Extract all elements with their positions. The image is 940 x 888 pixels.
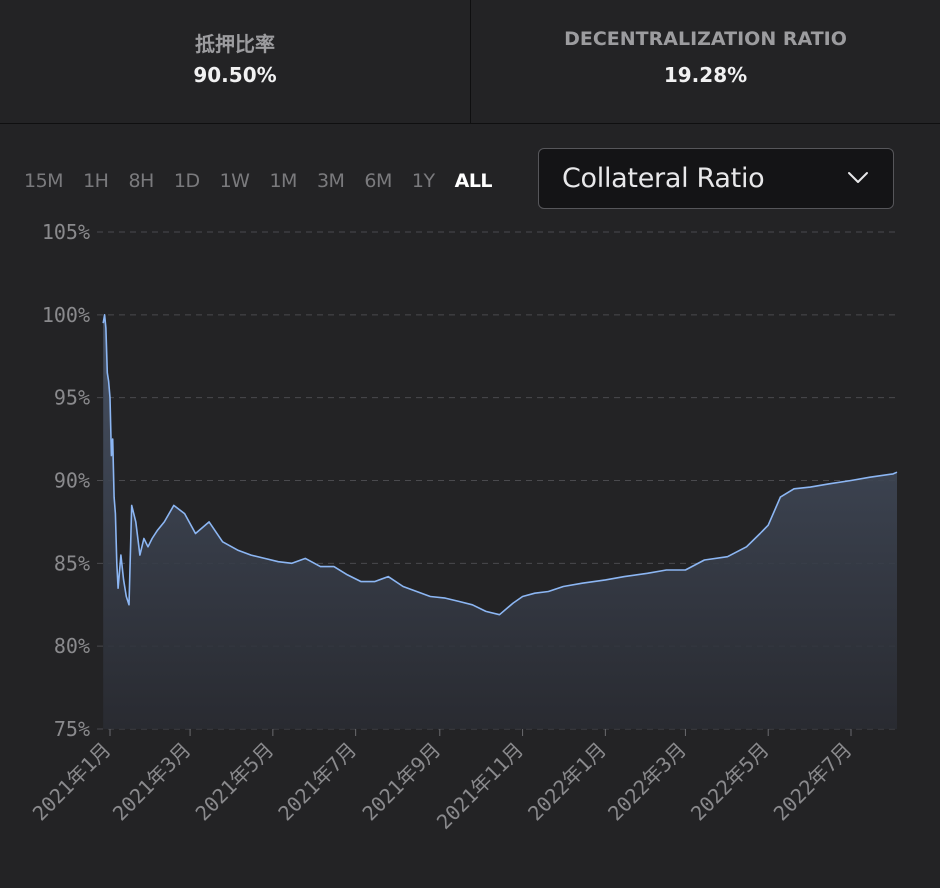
stat-label: 抵押比率 <box>195 32 275 56</box>
y-tick-label: 95% <box>54 386 90 410</box>
metric-dropdown[interactable]: Collateral Ratio <box>538 148 894 209</box>
range-1m-button[interactable]: 1M <box>269 170 297 192</box>
y-tick-label: 80% <box>54 634 90 658</box>
y-tick-label: 90% <box>54 469 90 493</box>
range-15m-button[interactable]: 15M <box>24 170 64 192</box>
y-tick-label: 100% <box>42 303 90 327</box>
chart-svg: 75%80%85%90%95%100%105% 2021年1月2021年3月20… <box>28 220 898 834</box>
stat-value: 19.28% <box>663 63 748 87</box>
x-tick-label: 2022年7月 <box>769 738 857 826</box>
time-range-selector: 15M 1H 8H 1D 1W 1M 3M 6M 1Y ALL <box>14 166 502 196</box>
range-all-button[interactable]: ALL <box>454 170 493 192</box>
decentralization-ratio-stat: DECENTRALIZATION RATIO 19.28% <box>471 0 940 123</box>
x-tick-label: 2021年3月 <box>108 738 196 826</box>
x-tick-label: 2021年7月 <box>273 738 361 826</box>
metric-dropdown-value: Collateral Ratio <box>562 163 765 194</box>
range-6m-button[interactable]: 6M <box>364 170 392 192</box>
y-tick-label: 105% <box>42 220 90 244</box>
x-tick-label: 2021年11月 <box>432 738 528 834</box>
x-tick-label: 2021年5月 <box>191 738 279 826</box>
range-1d-button[interactable]: 1D <box>173 170 200 192</box>
x-tick-label: 2022年1月 <box>523 738 611 826</box>
chevron-down-icon <box>848 172 868 183</box>
series-area <box>103 314 897 729</box>
collateral-ratio-stat: 抵押比率 90.50% <box>0 0 471 123</box>
range-3m-button[interactable]: 3M <box>316 170 345 192</box>
range-1w-button[interactable]: 1W <box>219 170 250 192</box>
x-tick-label: 2021年9月 <box>357 738 445 826</box>
stat-value: 90.50% <box>193 63 277 87</box>
range-1y-button[interactable]: 1Y <box>411 170 435 192</box>
collateral-ratio-chart: 75% 80% 85% 90% 95% 100% 105% 2021年1月 2021年3月 20… <box>0 215 940 884</box>
y-tick-label: 85% <box>54 551 90 575</box>
y-tick-label: 75% <box>54 717 90 741</box>
range-8h-button[interactable]: 8H <box>128 170 154 192</box>
series-line <box>102 314 898 616</box>
x-tick-label: 2022年3月 <box>603 738 691 826</box>
stat-label: DECENTRALIZATION RATIO <box>564 28 847 50</box>
stats-bar: 抵押比率 90.50% DECENTRALIZATION RATIO 19.28… <box>0 0 940 124</box>
range-1h-button[interactable]: 1H <box>83 170 109 192</box>
x-tick-label: 2021年1月 <box>28 738 116 826</box>
x-tick-label: 2022年5月 <box>686 738 774 826</box>
